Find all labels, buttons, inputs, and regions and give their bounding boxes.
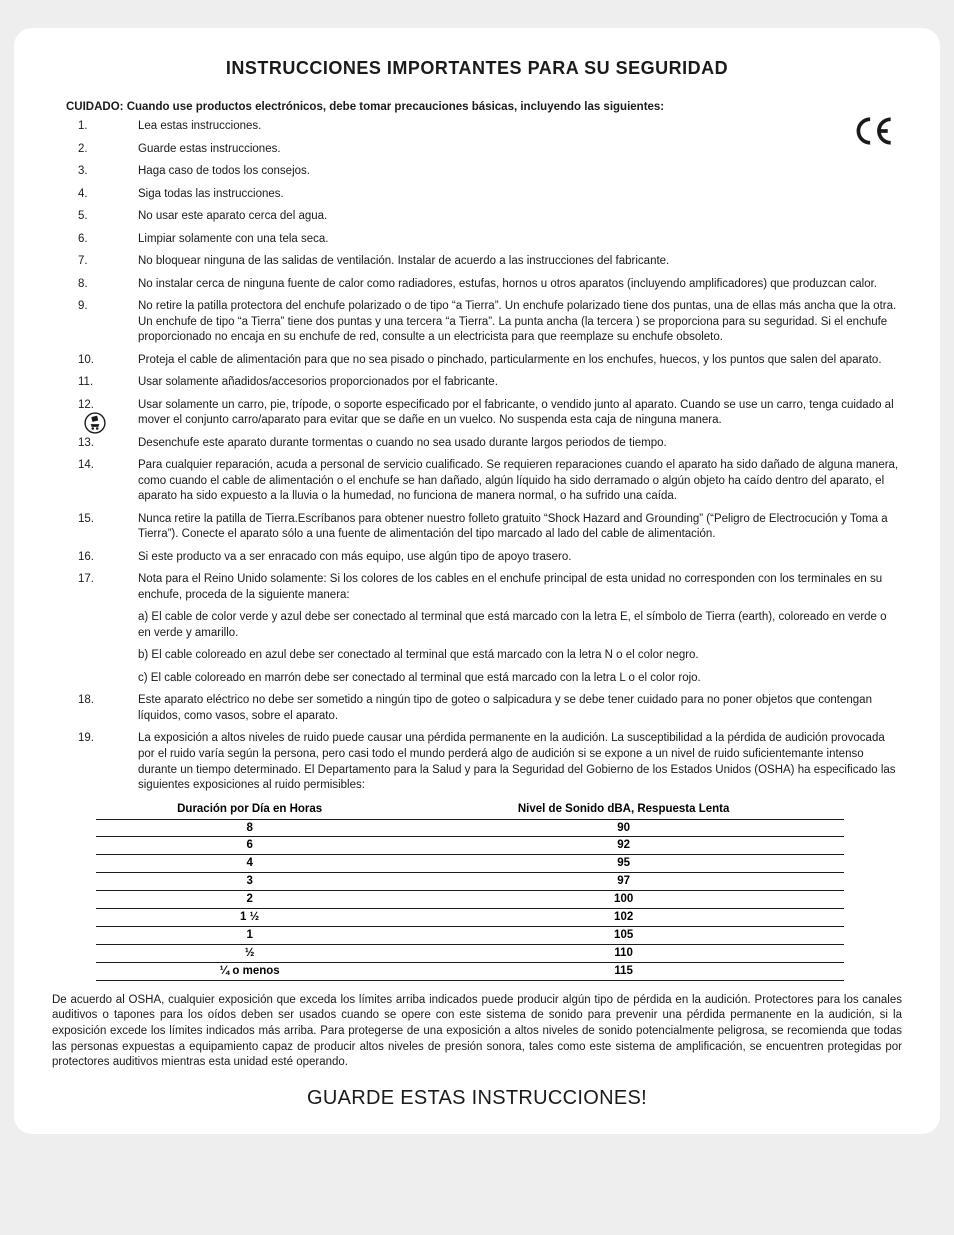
- sub-item-17a: a) El cable de color verde y azul debe s…: [52, 610, 902, 641]
- cell-duration: 1: [96, 927, 403, 945]
- instruction-item: Usar solamente añadidos/accesorios propo…: [66, 375, 902, 391]
- instruction-item: No bloquear ninguna de las salidas de ve…: [66, 254, 902, 270]
- cell-level: 110: [403, 945, 844, 963]
- sub-item-17b: b) El cable coloreado en azul debe ser c…: [52, 648, 902, 664]
- cell-duration: 1 ½: [96, 909, 403, 927]
- table-row: 495: [96, 855, 844, 873]
- cell-duration: ¼ o menos: [96, 963, 403, 981]
- instruction-item: Nota para el Reino Unido solamente: Si l…: [66, 572, 902, 603]
- instruction-item: No retire la patilla protectora del ench…: [66, 299, 902, 346]
- cell-duration: ½: [96, 945, 403, 963]
- safety-instructions-list-cont: Este aparato eléctrico no debe ser somet…: [66, 693, 902, 793]
- instruction-item: No usar este aparato cerca del agua.: [66, 209, 902, 225]
- instruction-item: Haga caso de todos los consejos.: [66, 164, 902, 180]
- table-row: ½110: [96, 945, 844, 963]
- instruction-item-cart: Usar solamente un carro, pie, trípode, o…: [66, 398, 902, 429]
- table-row: 1 ½102: [96, 909, 844, 927]
- safety-instructions-list: Lea estas instrucciones. Guarde estas in…: [66, 119, 902, 603]
- instruction-item: Si este producto va a ser enracado con m…: [66, 550, 902, 566]
- cell-duration: 4: [96, 855, 403, 873]
- cart-tipping-icon: [84, 412, 106, 434]
- document-page: INSTRUCCIONES IMPORTANTES PARA SU SEGURI…: [14, 28, 940, 1134]
- footer-heading: GUARDE ESTAS INSTRUCCIONES!: [52, 1087, 902, 1110]
- cell-duration: 2: [96, 891, 403, 909]
- cell-duration: 3: [96, 873, 403, 891]
- table-row: 692: [96, 837, 844, 855]
- cell-level: 92: [403, 837, 844, 855]
- cell-level: 100: [403, 891, 844, 909]
- instruction-item: Guarde estas instrucciones.: [66, 142, 902, 158]
- instruction-item: Este aparato eléctrico no debe ser somet…: [66, 693, 902, 724]
- table-row: ¼ o menos115: [96, 963, 844, 981]
- cell-level: 102: [403, 909, 844, 927]
- cell-level: 115: [403, 963, 844, 981]
- table-row: 1105: [96, 927, 844, 945]
- table-header-level: Nivel de Sonido dBA, Respuesta Lenta: [403, 801, 844, 820]
- instruction-item: Proteja el cable de alimentación para qu…: [66, 353, 902, 369]
- intro-text: CUIDADO: Cuando use productos electrónic…: [66, 101, 902, 113]
- instruction-item: Lea estas instrucciones.: [66, 119, 902, 135]
- table-row: 2100: [96, 891, 844, 909]
- closing-paragraph: De acuerdo al OSHA, cualquier exposición…: [52, 993, 902, 1071]
- sound-exposure-table: Duración por Día en Horas Nivel de Sonid…: [96, 801, 844, 981]
- instruction-item: Nunca retire la patilla de Tierra.Escríb…: [66, 512, 902, 543]
- table-row: 890: [96, 819, 844, 837]
- instruction-item: Para cualquier reparación, acuda a perso…: [66, 458, 902, 505]
- cell-level: 97: [403, 873, 844, 891]
- sub-item-17c: c) El cable coloreado en marrón debe ser…: [52, 671, 902, 687]
- page-title: INSTRUCCIONES IMPORTANTES PARA SU SEGURI…: [52, 58, 902, 79]
- instruction-item: Desenchufe este aparato durante tormenta…: [66, 436, 902, 452]
- instruction-text: Usar solamente un carro, pie, trípode, o…: [138, 399, 894, 427]
- table-row: 397: [96, 873, 844, 891]
- instruction-item: Limpiar solamente con una tela seca.: [66, 232, 902, 248]
- cell-duration: 8: [96, 819, 403, 837]
- instruction-item: Siga todas las instrucciones.: [66, 187, 902, 203]
- cell-level: 95: [403, 855, 844, 873]
- instruction-item: No instalar cerca de ninguna fuente de c…: [66, 277, 902, 293]
- cell-duration: 6: [96, 837, 403, 855]
- cell-level: 105: [403, 927, 844, 945]
- table-header-duration: Duración por Día en Horas: [96, 801, 403, 820]
- instruction-item: La exposición a altos niveles de ruido p…: [66, 731, 902, 793]
- cell-level: 90: [403, 819, 844, 837]
